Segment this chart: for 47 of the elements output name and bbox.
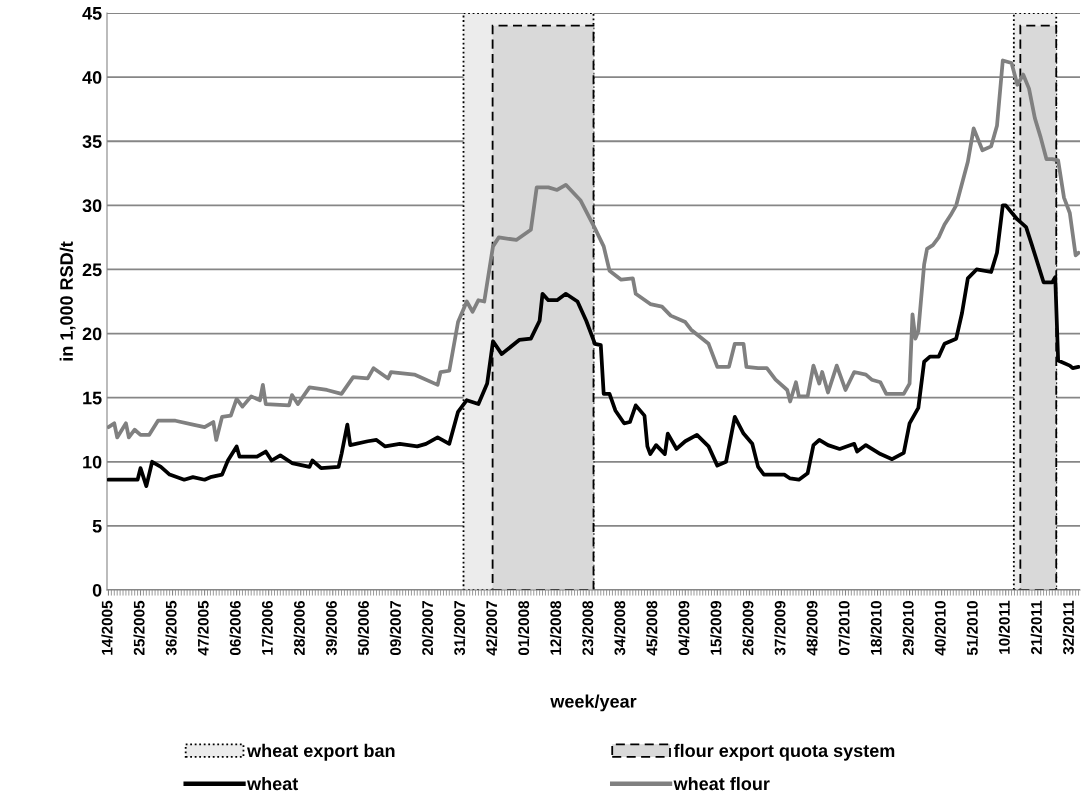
legend-label: wheat — [247, 776, 299, 791]
x-tick-label: 26/2009 — [742, 600, 754, 656]
y-tick-label: 15 — [83, 391, 102, 405]
x-tick-label: 06/2006 — [229, 600, 241, 656]
x-tick-label: 40/2010 — [934, 601, 946, 656]
y-tick-label: 20 — [82, 327, 102, 341]
x-tick-label: 07/2010 — [838, 601, 850, 656]
y-tick-label: 40 — [82, 71, 102, 84]
x-tick-label: 25/2005 — [133, 600, 145, 656]
x-tick-label: 37/2009 — [774, 600, 786, 656]
x-tick-label: 09/2007 — [389, 601, 402, 656]
y-tick-label: 5 — [92, 520, 102, 533]
x-tick-label: 01/2008 — [517, 600, 530, 656]
x-tick-label: 42/2007 — [485, 601, 498, 656]
y-tick-label: 30 — [82, 199, 102, 213]
x-tick-label: 14/2005 — [101, 600, 113, 655]
text: flour export quota system — [673, 743, 895, 761]
x-tick-label: 34/2008 — [614, 600, 626, 656]
x-tick-label: 32/2011 — [1062, 600, 1075, 655]
text: wheat export ban — [247, 743, 395, 761]
x-tick-label: 04/2009 — [678, 600, 690, 656]
x-tick-label: 45/2008 — [646, 600, 658, 656]
x-tick-label: 51/2010 — [966, 601, 978, 656]
x-tick-label: 47/2005 — [197, 600, 209, 656]
x-tick-label: 39/2006 — [325, 600, 338, 656]
y-tick-label: 25 — [82, 263, 102, 277]
x-tick-label: 23/2008 — [582, 600, 594, 656]
y-tick-label: 35 — [82, 135, 102, 148]
x-tick-label: 20/2007 — [421, 601, 434, 656]
x-tick-label: 15/2009 — [710, 600, 722, 655]
x-tick-label: 12/2008 — [549, 600, 562, 655]
legend-label: wheat flour — [673, 776, 770, 791]
x-tick-label: 31/2007 — [453, 601, 466, 656]
x-tick-label: 29/2010 — [902, 601, 914, 656]
y-tick-label: 10 — [83, 455, 102, 469]
y-tick-label: 45 — [82, 7, 102, 20]
y-axis-title: in 1,000 RSD/t — [59, 241, 76, 361]
x-tick-label: 17/2006 — [261, 600, 273, 655]
x-tick-label: 28/2006 — [293, 600, 305, 656]
x-tick-label: 48/2009 — [806, 600, 818, 656]
x-tick-label: 10/2011 — [998, 600, 1010, 654]
x-tick-label: 36/2005 — [165, 600, 177, 656]
x-tick-label: 50/2006 — [357, 600, 370, 656]
x-axis-title: week/year — [550, 694, 637, 712]
x-tick-label: 21/2011 — [1030, 600, 1043, 655]
x-tick-label: 18/2010 — [870, 601, 882, 655]
y-tick-label: 0 — [92, 583, 102, 597]
